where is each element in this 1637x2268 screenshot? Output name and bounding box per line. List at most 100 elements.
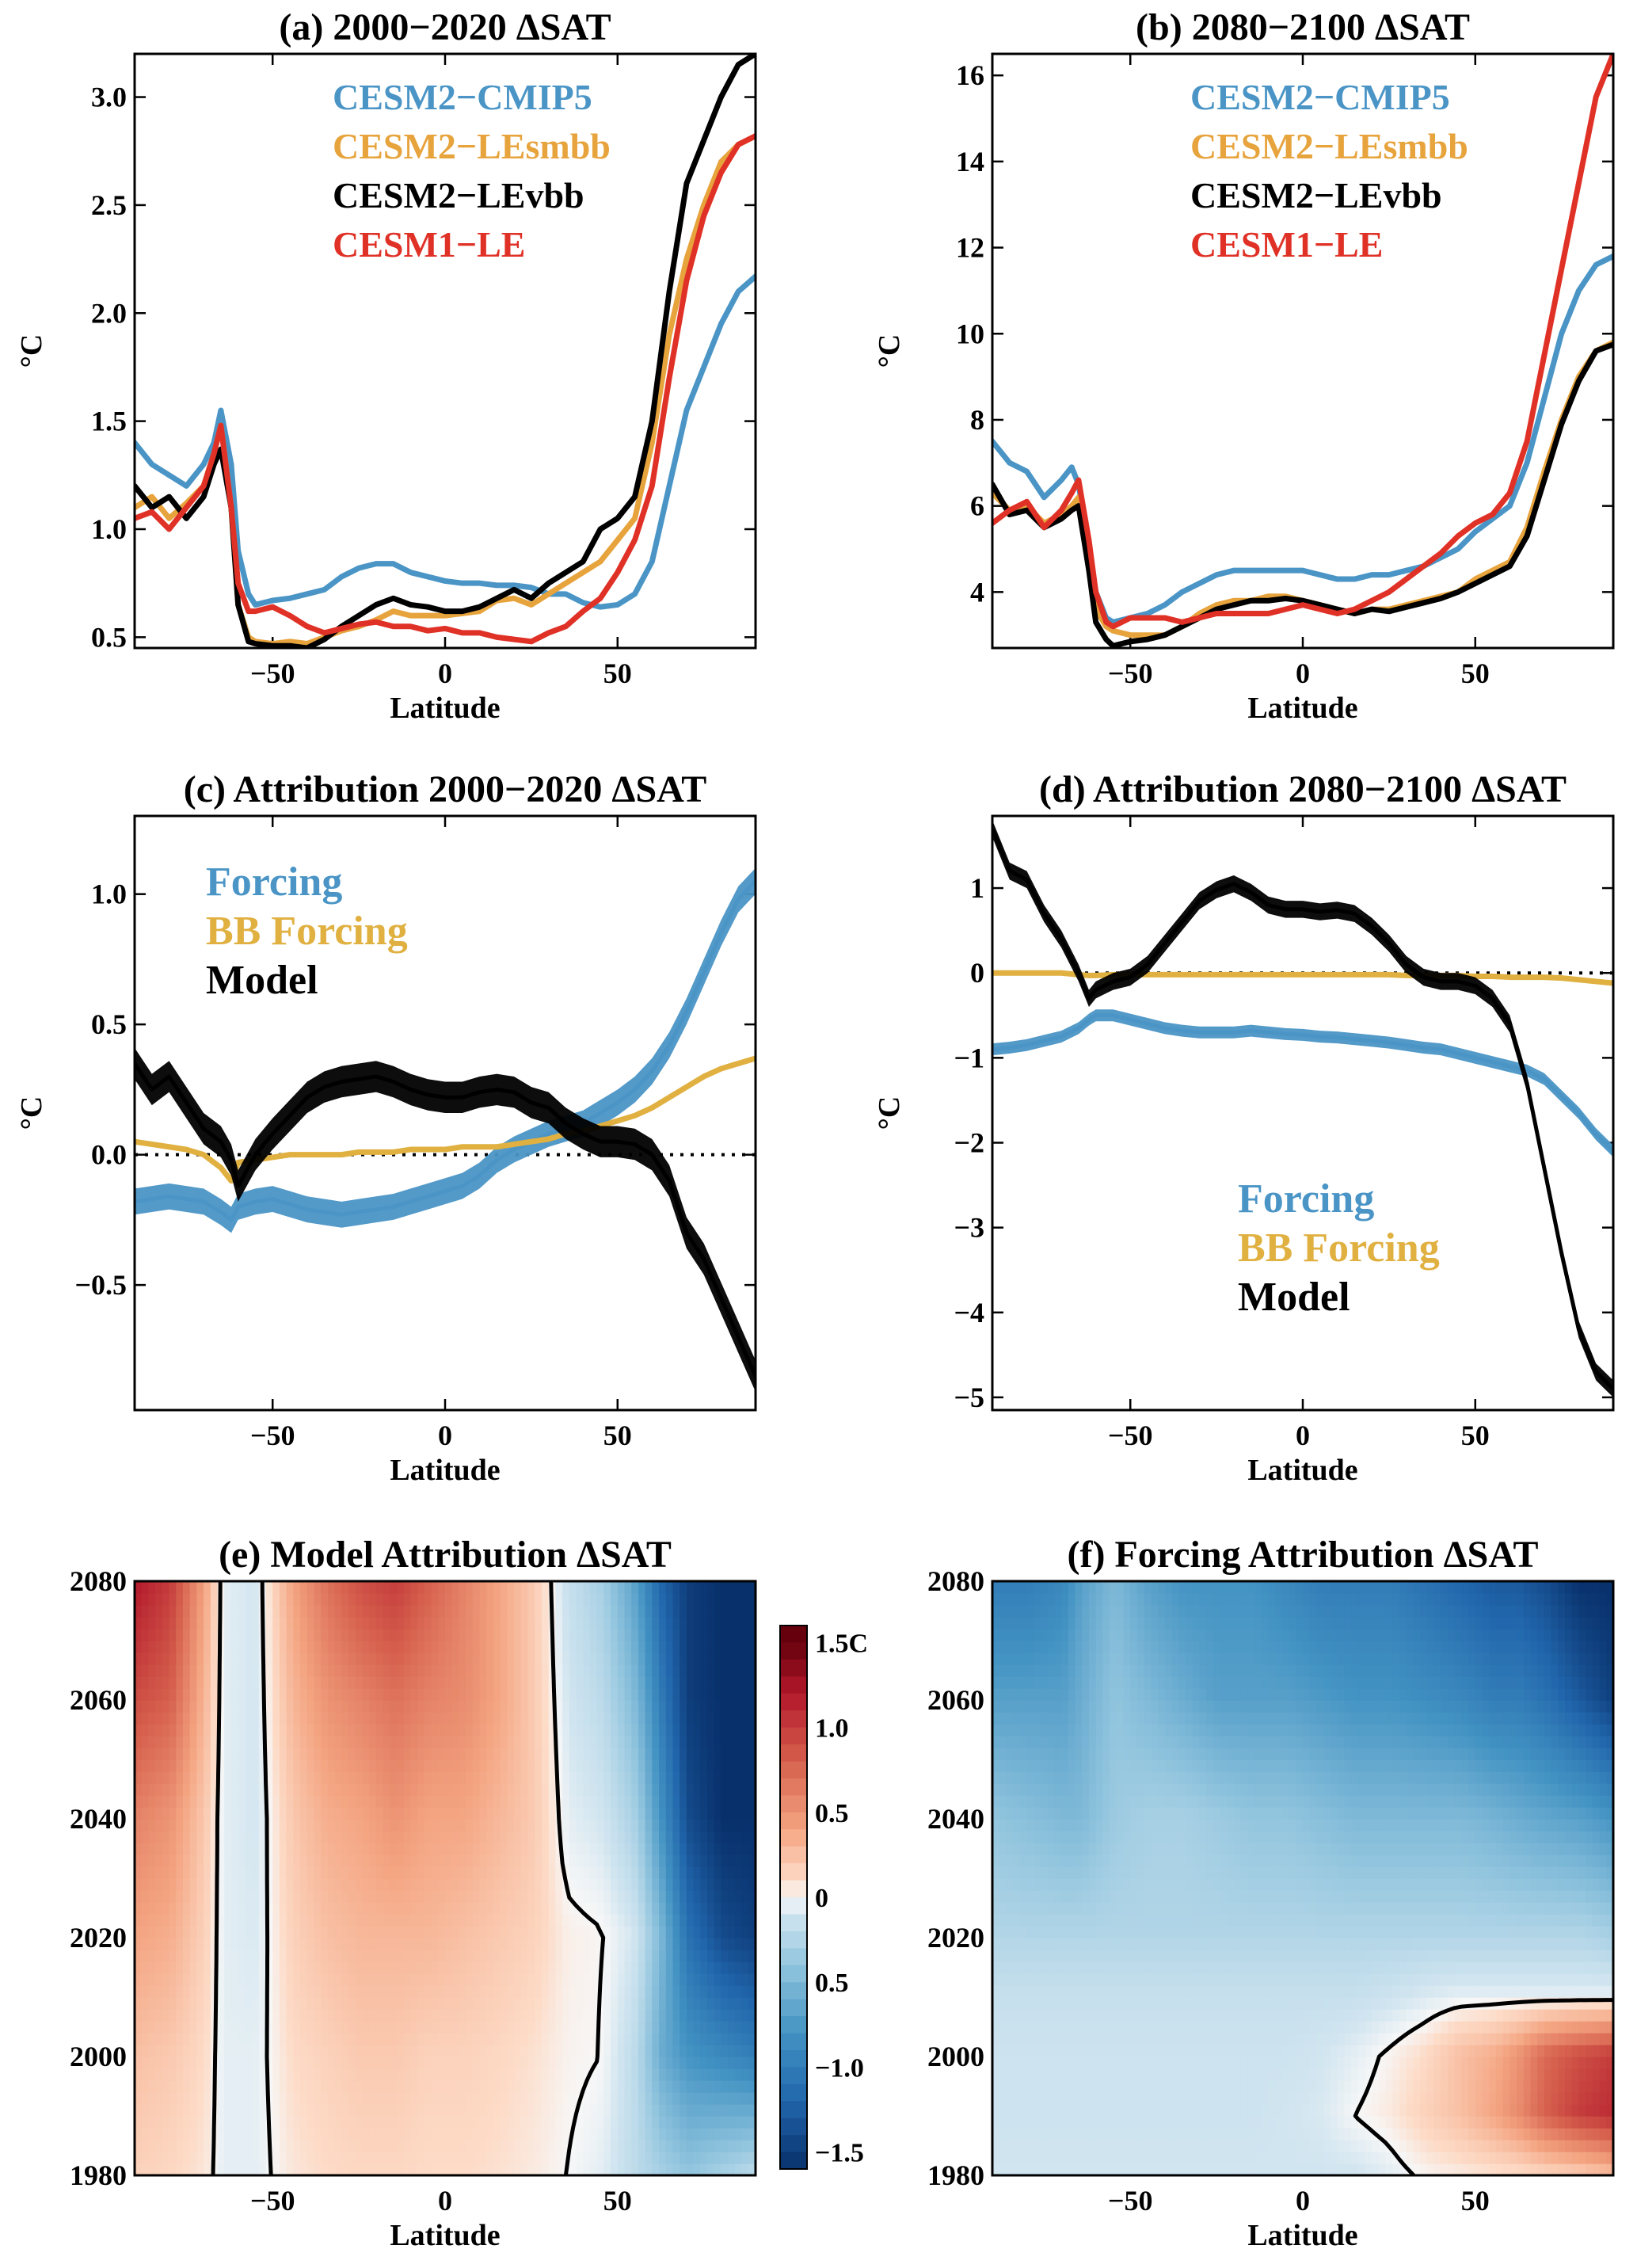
heatmap-cell	[700, 1581, 708, 1594]
heatmap-cell	[334, 1652, 343, 1665]
series-bb-forcing-line	[992, 970, 1613, 986]
heatmap-cell	[431, 1652, 439, 1665]
heatmap-cell	[680, 1736, 687, 1748]
heatmap-cell	[451, 1819, 460, 1832]
heatmap-cell	[182, 1617, 191, 1630]
heatmap-cell	[286, 1641, 295, 1653]
heatmap-cell	[383, 2140, 391, 2152]
heatmap-cell	[514, 1664, 522, 1677]
heatmap-cell	[611, 1938, 619, 1950]
heatmap-cell	[700, 1688, 708, 1701]
heatmap-cell	[383, 1866, 391, 1879]
heatmap-cell	[562, 1866, 570, 1879]
heatmap-cell	[176, 1831, 184, 1843]
heatmap-cell	[245, 1997, 253, 2010]
heatmap-cell	[507, 1664, 515, 1677]
heatmap-cell	[424, 1938, 432, 1950]
heatmap-cell	[362, 1771, 370, 1784]
heatmap-cell	[527, 1676, 535, 1689]
heatmap-cell	[728, 1605, 736, 1618]
heatmap-cell	[272, 1581, 280, 1594]
heatmap-cell	[700, 2104, 708, 2117]
y-tick-label: 1980	[927, 2159, 984, 2191]
heatmap-cell	[341, 1748, 349, 1760]
heatmap-cell	[638, 2045, 646, 2057]
heatmap-cell	[638, 1819, 646, 1832]
heatmap-cell	[155, 1664, 163, 1677]
heatmap-cell	[286, 1926, 295, 1938]
heatmap-cell	[659, 1664, 667, 1677]
heatmap-cell	[204, 1736, 211, 1748]
heatmap-cell	[438, 1926, 446, 1938]
heatmap-cell	[182, 1961, 191, 1974]
heatmap-cell	[417, 2104, 425, 2117]
heatmap-cell	[562, 1985, 570, 1998]
heatmap-cell	[507, 1914, 515, 1927]
heatmap-cell	[341, 1641, 349, 1653]
heatmap-cell	[286, 1629, 295, 1641]
heatmap-cell	[527, 1890, 535, 1903]
heatmap-cell	[672, 1843, 680, 1855]
heatmap-cell	[135, 2152, 143, 2164]
heatmap-cell	[300, 1961, 308, 1974]
heatmap-cell	[176, 1676, 184, 1689]
heatmap-cell	[224, 1700, 232, 1713]
heatmap-cell	[693, 2163, 702, 2175]
heatmap-cell	[583, 1748, 591, 1760]
heatmap-cell	[252, 2009, 260, 2022]
heatmap-cell	[721, 2163, 729, 2175]
heatmap-cell	[748, 1985, 756, 1998]
heatmap-cell	[576, 1831, 584, 1843]
heatmap-cell	[541, 1938, 550, 1950]
heatmap-cell	[230, 1950, 239, 1962]
heatmap-cell	[286, 1914, 295, 1927]
heatmap-cell	[728, 1724, 736, 1736]
heatmap-cell	[341, 2092, 349, 2105]
heatmap-cell	[589, 2009, 598, 2022]
heatmap-cell	[135, 1807, 143, 1820]
heatmap-cell	[451, 1866, 460, 1879]
colorbar-swatch	[780, 2067, 807, 2085]
heatmap-cell	[169, 1938, 177, 1950]
heatmap-cell	[431, 1676, 439, 1689]
heatmap-cell	[341, 2116, 349, 2129]
heatmap-cell	[589, 1688, 598, 1701]
heatmap-cell	[445, 1759, 453, 1772]
heatmap-cell	[589, 1593, 598, 1606]
heatmap-cell	[445, 2033, 453, 2045]
heatmap-cell	[611, 1997, 619, 2010]
heatmap-cell	[603, 1890, 611, 1903]
heatmap-cell	[466, 1712, 474, 1725]
heatmap-cell	[327, 2104, 336, 2117]
heatmap-cell	[693, 1664, 702, 1677]
heatmap-cell	[645, 2140, 653, 2152]
heatmap-cell	[707, 2021, 715, 2034]
heatmap-cell	[224, 1724, 232, 1736]
heatmap-cell	[431, 2104, 439, 2117]
heatmap-cell	[548, 1926, 557, 1938]
panel-c: (c) Attribution 2000−2020 ΔSAT−50 0 50−0.5…	[15, 768, 757, 1487]
heatmap-cell	[341, 1759, 349, 1772]
heatmap-cell	[707, 1902, 715, 1915]
colorbar-swatch	[780, 1761, 807, 1779]
heatmap-cell	[204, 1581, 211, 1594]
heatmap-cell	[555, 2068, 563, 2081]
heatmap-cell	[252, 1890, 260, 1903]
heatmap-cell	[306, 2163, 315, 2175]
heatmap-cell	[182, 1605, 191, 1618]
heatmap-cell	[1357, 2163, 1366, 2175]
heatmap-cell	[728, 1902, 736, 1915]
heatmap-cell	[535, 2021, 542, 2034]
heatmap-cell	[189, 1605, 198, 1618]
heatmap-cell	[383, 1652, 391, 1665]
heatmap-cell	[569, 1985, 577, 1998]
series-forcing-band	[135, 867, 756, 1233]
heatmap-cell	[169, 2009, 177, 2022]
heatmap-cell	[397, 1985, 405, 1998]
heatmap-cell	[1158, 2152, 1166, 2164]
heatmap-cell	[714, 1854, 722, 1867]
heatmap-cell	[162, 1759, 170, 1772]
heatmap-cell	[424, 2152, 432, 2164]
heatmap-cell	[210, 1807, 219, 1820]
heatmap-cell	[397, 1736, 405, 1748]
